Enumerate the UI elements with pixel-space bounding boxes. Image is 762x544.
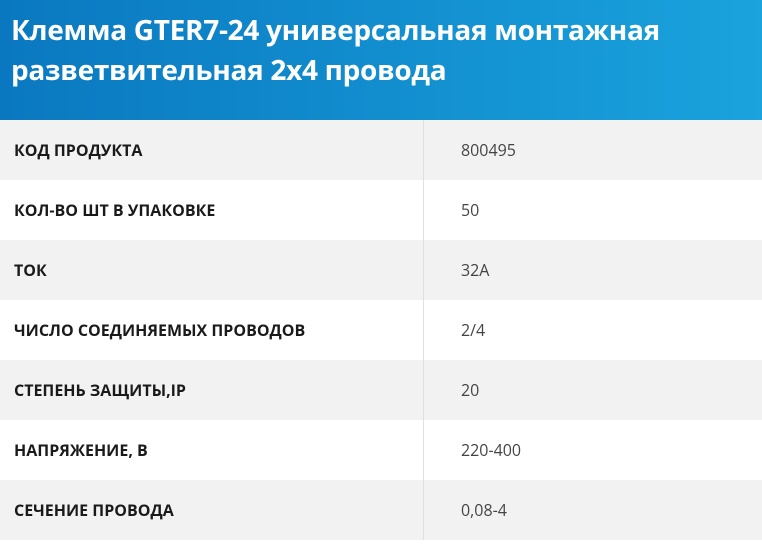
table-row: НАПРЯЖЕНИЕ, В 220-400 xyxy=(0,420,762,480)
property-value: 2/4 xyxy=(461,319,486,341)
property-name: ТОК xyxy=(0,240,424,300)
property-value: 32А xyxy=(461,259,490,281)
property-name: КОД ПРОДУКТА xyxy=(0,120,424,180)
table-row: СЕЧЕНИЕ ПРОВОДА 0,08-4 xyxy=(0,480,762,540)
table-row: КОД ПРОДУКТА 800495 xyxy=(0,120,762,180)
property-name: СЕЧЕНИЕ ПРОВОДА xyxy=(0,480,424,540)
property-name: НАПРЯЖЕНИЕ, В xyxy=(0,420,424,480)
property-value: 20 xyxy=(461,379,480,401)
property-value: 0,08-4 xyxy=(461,499,507,521)
property-name: СТЕПЕНЬ ЗАЩИТЫ,IP xyxy=(0,360,424,420)
property-name: ЧИСЛО СОЕДИНЯЕМЫХ ПРОВОДОВ xyxy=(0,300,424,360)
property-value: 800495 xyxy=(461,139,516,161)
table-row: ЧИСЛО СОЕДИНЯЕМЫХ ПРОВОДОВ 2/4 xyxy=(0,300,762,360)
spec-table: КОД ПРОДУКТА 800495 КОЛ-ВО ШТ В УПАКОВКЕ 50… xyxy=(0,120,762,540)
table-row: КОЛ-ВО ШТ В УПАКОВКЕ 50 xyxy=(0,180,762,240)
header: Клемма GTER7-24 универсальная монтажная … xyxy=(0,0,762,120)
table-row: ТОК 32А xyxy=(0,240,762,300)
title: Клемма GTER7-24 универсальная монтажная … xyxy=(11,11,660,89)
property-value: 50 xyxy=(461,199,480,221)
table-row: СТЕПЕНЬ ЗАЩИТЫ,IP 20 xyxy=(0,360,762,420)
property-name: КОЛ-ВО ШТ В УПАКОВКЕ xyxy=(0,180,424,240)
property-value: 220-400 xyxy=(461,439,522,461)
